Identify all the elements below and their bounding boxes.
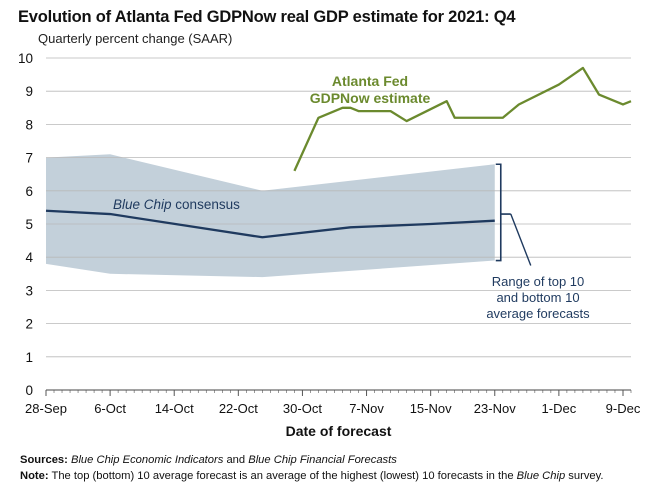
note-label: Note: (20, 470, 49, 482)
range-leader-line (510, 213, 532, 266)
y-tick-label: 3 (25, 283, 33, 298)
x-tick-label: 1-Dec (542, 401, 577, 416)
y-tick-label: 4 (25, 250, 33, 265)
chart-title: Evolution of Atlanta Fed GDPNow real GDP… (18, 8, 516, 26)
y-tick-label: 7 (25, 151, 33, 166)
y-tick-label: 0 (25, 383, 33, 398)
x-tick-label: 28-Sep (25, 401, 67, 416)
x-tick-label: 15-Nov (410, 401, 452, 416)
y-tick-label: 1 (25, 350, 33, 365)
y-tick-label: 9 (25, 84, 33, 99)
gdpnow-line (293, 66, 632, 172)
y-tick-label: 5 (25, 217, 33, 232)
gdpnow-label-line1: Atlanta Fed (332, 73, 408, 89)
note-text-1: The top (bottom) 10 average forecast is … (48, 470, 517, 482)
sources-footnote: Sources: Blue Chip Economic Indicators a… (20, 454, 397, 466)
range-bracket (495, 163, 511, 262)
note-footnote: Note: The top (bottom) 10 average foreca… (20, 470, 604, 482)
x-tick-label: 9-Dec (606, 401, 641, 416)
x-tick-label: 7-Nov (349, 401, 384, 416)
sources-text-1: Blue Chip Economic Indicators (70, 454, 224, 466)
sources-label: Sources: (20, 454, 68, 466)
x-axis-title: Date of forecast (286, 423, 392, 439)
y-tick-label: 10 (18, 51, 33, 66)
gdp-estimate-chart: 0 1 2 3 4 5 6 7 8 9 10 28-Sep 6-Oct 14-Oct 22-Oct 30-Oc… (18, 51, 641, 439)
note-italic: Blue Chip (516, 470, 566, 482)
x-tick-label: 14-Oct (155, 401, 194, 416)
gdpnow-label-line2: GDPNow estimate (310, 90, 431, 106)
bluechip-label-rest: consensus (172, 197, 241, 212)
range-label-line1: Range of top 10 (492, 274, 585, 289)
range-label-line2: and bottom 10 (496, 290, 579, 305)
bluechip-consensus-line (45, 209, 495, 239)
x-tick-label: 22-Oct (219, 401, 258, 416)
sources-text-2: Blue Chip Financial Forecasts (248, 454, 397, 466)
bluechip-label: Blue Chip consensus (113, 197, 240, 212)
x-tick-label: 30-Oct (283, 401, 322, 416)
y-tick-label: 8 (25, 117, 33, 132)
y-tick-label: 2 (25, 317, 33, 332)
sources-and: and (223, 454, 249, 466)
range-label-line3: average forecasts (486, 306, 590, 321)
bluechip-label-italic: Blue Chip (113, 197, 172, 212)
note-text-2: survey. (565, 470, 604, 482)
x-tick-label: 6-Oct (94, 401, 126, 416)
x-tick-label: 23-Nov (474, 401, 516, 416)
y-tick-label: 6 (25, 184, 33, 199)
chart-subtitle: Quarterly percent change (SAAR) (38, 31, 233, 46)
forecast-range-band (46, 154, 495, 278)
